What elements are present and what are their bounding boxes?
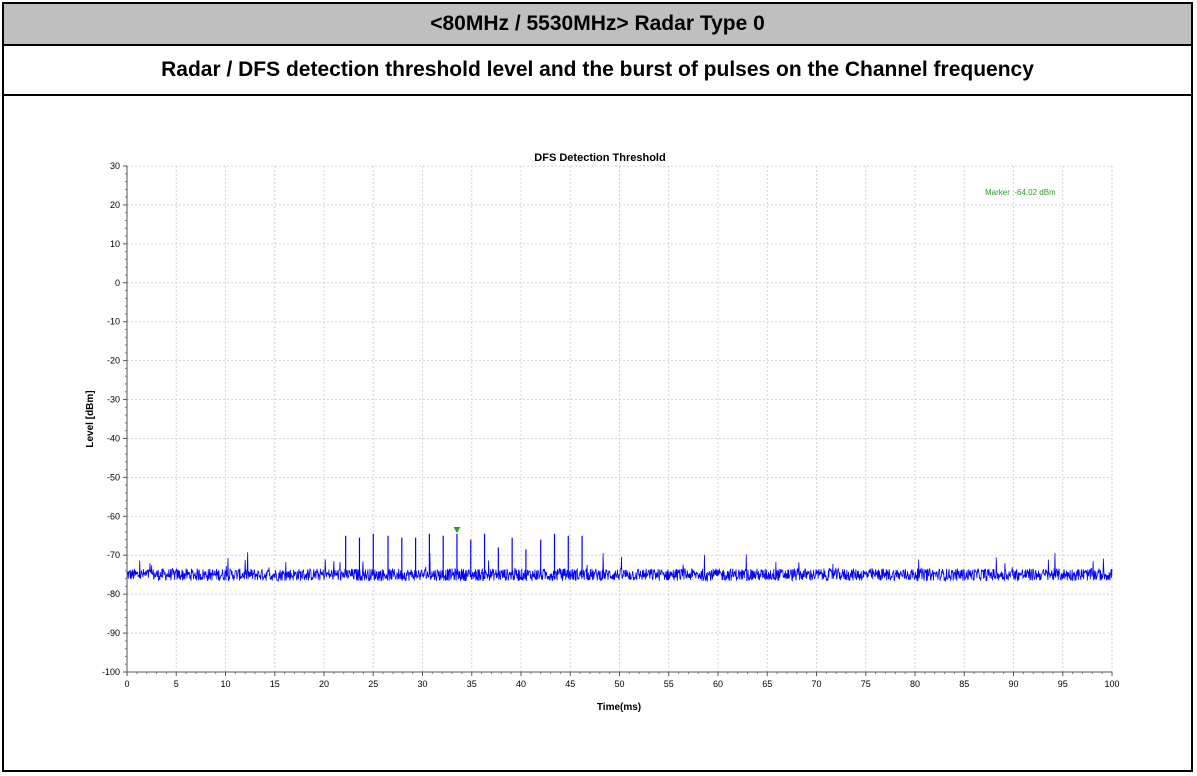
x-axis-label: Time(ms) — [597, 702, 641, 713]
x-tick-label: 35 — [467, 679, 477, 689]
x-tick-label: 50 — [614, 679, 624, 689]
table-subtitle: Radar / DFS detection threshold level an… — [4, 46, 1191, 96]
x-tick-label: 15 — [270, 679, 280, 689]
x-tick-label: 75 — [861, 679, 871, 689]
y-tick-label: -80 — [107, 589, 120, 599]
y-tick-label: -40 — [107, 433, 120, 443]
x-tick-label: 5 — [174, 679, 179, 689]
y-tick-label: 20 — [110, 200, 120, 210]
x-tick-label: 30 — [417, 679, 427, 689]
y-tick-label: -30 — [107, 395, 120, 405]
marker-triangle — [453, 526, 461, 533]
marker-readout: Marker :-64.02 dBm — [985, 188, 1056, 197]
x-tick-label: 70 — [811, 679, 821, 689]
y-tick-label: 0 — [115, 278, 120, 288]
noise-trace — [126, 552, 1113, 583]
y-tick-label: -10 — [107, 317, 120, 327]
y-axis-label: Level [dBm] — [85, 390, 96, 447]
y-tick-label: -100 — [102, 667, 120, 677]
x-tick-label: 80 — [910, 679, 920, 689]
table-title: <80MHz / 5530MHz> Radar Type 0 — [4, 4, 1191, 46]
x-tick-label: 55 — [664, 679, 674, 689]
x-tick-label: 100 — [1104, 679, 1119, 689]
x-tick-label: 45 — [565, 679, 575, 689]
x-tick-label: 25 — [368, 679, 378, 689]
x-tick-label: 65 — [762, 679, 772, 689]
chart-title: DFS Detection Threshold — [534, 152, 665, 164]
y-tick-label: -20 — [107, 356, 120, 366]
y-tick-label: -50 — [107, 472, 120, 482]
plot-area — [126, 526, 1113, 583]
axis-ticks: 0 5 10 15 20 25 30 35 40 45 50 55 60 65 70 75 80 85 90 95 10… — [102, 161, 1120, 689]
x-tick-label: 85 — [959, 679, 969, 689]
y-tick-label: 30 — [110, 161, 120, 171]
x-tick-label: 60 — [713, 679, 723, 689]
x-tick-label: 40 — [516, 679, 526, 689]
x-tick-label: 20 — [319, 679, 329, 689]
x-tick-label: 90 — [1008, 679, 1018, 689]
y-tick-label: -70 — [107, 550, 120, 560]
y-tick-label: -90 — [107, 628, 120, 638]
x-tick-label: 10 — [220, 679, 230, 689]
y-tick-label: 10 — [110, 239, 120, 249]
x-tick-label: 0 — [124, 679, 129, 689]
x-tick-label: 95 — [1058, 679, 1068, 689]
grid-lines — [127, 165, 1113, 672]
y-tick-label: -60 — [107, 511, 120, 521]
